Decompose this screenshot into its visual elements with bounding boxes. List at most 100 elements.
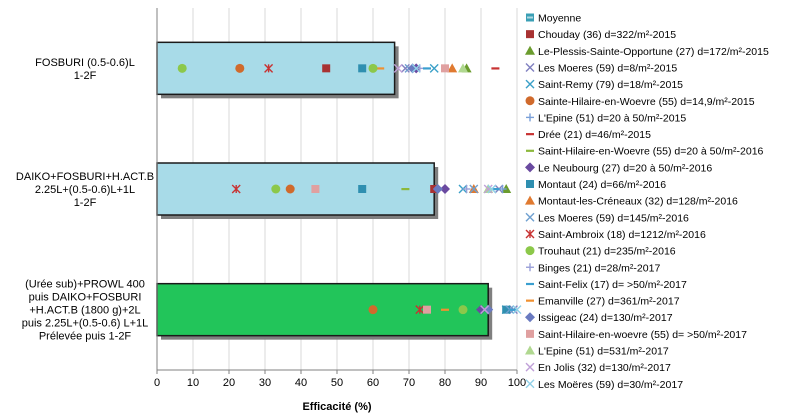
category-label: +H.ACT.B (1800 g)+2L (29, 305, 140, 317)
legend-marker (526, 30, 534, 39)
legend-item: Saint-Felix (17) d= >50/m²-2017 (526, 279, 687, 291)
data-point (462, 185, 471, 193)
category-label: FOSBURI (0.5-0.6)L (35, 57, 135, 69)
legend-item: Les Moëres (59) d=30/m²-2017 (525, 379, 683, 391)
x-tick-label: 100 (508, 377, 526, 389)
legend-label: Montaut (24) d=66/m²-2016 (538, 179, 666, 191)
data-point (376, 67, 385, 70)
x-tick-label: 50 (331, 377, 343, 389)
legend-marker (526, 282, 534, 286)
legend-marker (525, 229, 535, 239)
data-point (235, 63, 245, 73)
legend-label: L'Epine (51) d=20 à 50/m²-2015 (538, 112, 686, 124)
data-point (483, 304, 494, 315)
legend-label: Saint-Felix (17) d= >50/m²-2017 (538, 279, 687, 291)
data-point (368, 305, 378, 315)
data-point (441, 64, 449, 73)
legend-label: Le Neubourg (27) d=20 à 50/m²-2016 (538, 162, 712, 174)
legend-item: Les Moeres (59) d=8/m²-2015 (525, 62, 677, 74)
data-point (264, 63, 274, 73)
data-point (458, 305, 468, 315)
category-label: 1-2F (74, 70, 97, 82)
legend-label: Drée (21) d=46/m²-2015 (538, 129, 651, 141)
points-layer (177, 63, 522, 315)
data-point (393, 63, 403, 73)
legend-item: Saint-Remy (79) d=18/m²-2015 (525, 79, 683, 91)
legend-item: Saint-Hilaire-en-Woevre (55) d=20 à 50/m… (526, 146, 764, 158)
x-tick-label: 40 (295, 377, 307, 389)
legend-label: Les Moeres (59) d=145/m²-2016 (538, 212, 689, 224)
legend-marker (526, 149, 534, 152)
x-tick-label: 90 (475, 377, 487, 389)
data-point (502, 305, 511, 314)
legend-label: Chouday (36) d=322/m²-2015 (538, 29, 676, 41)
legend-item: Saint-Hilaire-en-woevre (55) d= >50/m²-2… (526, 329, 747, 341)
x-axis: 0 10 20 30 40 50 60 70 80 90 100 (154, 8, 526, 389)
legend-marker (526, 329, 534, 338)
legend-item: Le-Plessis-Sainte-Opportune (27) d=172/m… (525, 45, 769, 58)
data-point (491, 188, 500, 191)
category-label: 1-2F (74, 197, 97, 209)
data-point (483, 184, 493, 194)
data-point (271, 184, 281, 194)
bar (156, 282, 489, 337)
legend-marker (525, 162, 535, 173)
data-point (285, 184, 295, 194)
legend-marker (525, 379, 535, 389)
legend-item: Binges (21) d=28/m²-2017 (526, 262, 660, 274)
legend-label: Saint-Hilaire-en-Woevre (55) d=20 à 50/m… (538, 146, 764, 158)
legend-marker (526, 180, 534, 188)
category-label: Prélevée puis 1-2F (39, 331, 132, 343)
data-point (231, 184, 241, 194)
category-label: puis DAIKO+FOSBURI (29, 292, 142, 304)
bar (156, 162, 435, 216)
legend: Moyenne Chouday (36) d=322/m²-2015 Le-Ples… (525, 13, 769, 391)
legend-label: Saint-Hilaire-en-woevre (55) d= >50/m²-2… (538, 329, 747, 341)
legend-item: Chouday (36) d=322/m²-2015 (526, 29, 676, 41)
legend-label: Saint-Remy (79) d=18/m²-2015 (538, 79, 683, 91)
legend-item: Montaut (24) d=66/m²-2016 (526, 179, 666, 191)
legend-marker (526, 13, 534, 22)
legend-item: Le Neubourg (27) d=20 à 50/m²-2016 (525, 162, 712, 174)
legend-label: Trouhaut (21) d=235/m²-2016 (538, 246, 676, 258)
x-tick-label: 10 (187, 377, 199, 389)
bars-layer (156, 41, 493, 340)
legend-label: Les Moeres (59) d=8/m²-2015 (538, 62, 677, 74)
x-axis-title: Efficacité (%) (302, 401, 371, 413)
data-point (512, 305, 522, 315)
legend-marker (525, 96, 535, 106)
data-point (509, 308, 518, 311)
legend-label: En Jolis (32) d=130/m²-2017 (538, 362, 671, 374)
legend-marker (526, 133, 534, 136)
legend-marker (525, 45, 535, 55)
data-point (469, 184, 479, 194)
data-point (401, 188, 410, 191)
legend-item: Moyenne (526, 13, 581, 25)
data-point (476, 304, 486, 315)
legend-item: Sainte-Hilaire-en-Woevre (55) d=14,9/m²-… (525, 96, 755, 108)
legend-item: Issigeac (24) d=130/m²-2017 (525, 312, 673, 324)
x-tick-label: 30 (259, 377, 271, 389)
data-point (429, 63, 439, 73)
legend-label: Les Moëres (59) d=30/m²-2017 (538, 379, 683, 391)
data-point (311, 185, 320, 193)
legend-label: Sainte-Hilaire-en-Woevre (55) d=14,9/m²-… (538, 96, 755, 108)
legend-label: Montaut-les-Créneaux (32) d=128/m²-2016 (538, 196, 738, 208)
legend-label: Moyenne (538, 13, 581, 25)
legend-marker (526, 299, 534, 302)
legend-marker (525, 345, 535, 355)
data-point (440, 184, 450, 194)
x-tick-label: 0 (154, 377, 160, 389)
x-tick-label: 80 (439, 377, 451, 389)
data-point (480, 305, 490, 315)
legend-item: L'Epine (51) d=531/m²-2017 (525, 345, 669, 358)
x-tick-label: 70 (403, 377, 415, 389)
legend-marker (525, 212, 535, 222)
legend-label: Le-Plessis-Sainte-Opportune (27) d=172/m… (538, 46, 769, 58)
legend-marker (525, 79, 535, 89)
x-tick-label: 60 (367, 377, 379, 389)
legend-marker (525, 62, 535, 72)
data-point (400, 63, 410, 73)
category-label: DAIKO+FOSBURI+H.ACT.B (16, 171, 154, 183)
legend-item: Emanville (27) d=361/m²-2017 (526, 296, 680, 308)
